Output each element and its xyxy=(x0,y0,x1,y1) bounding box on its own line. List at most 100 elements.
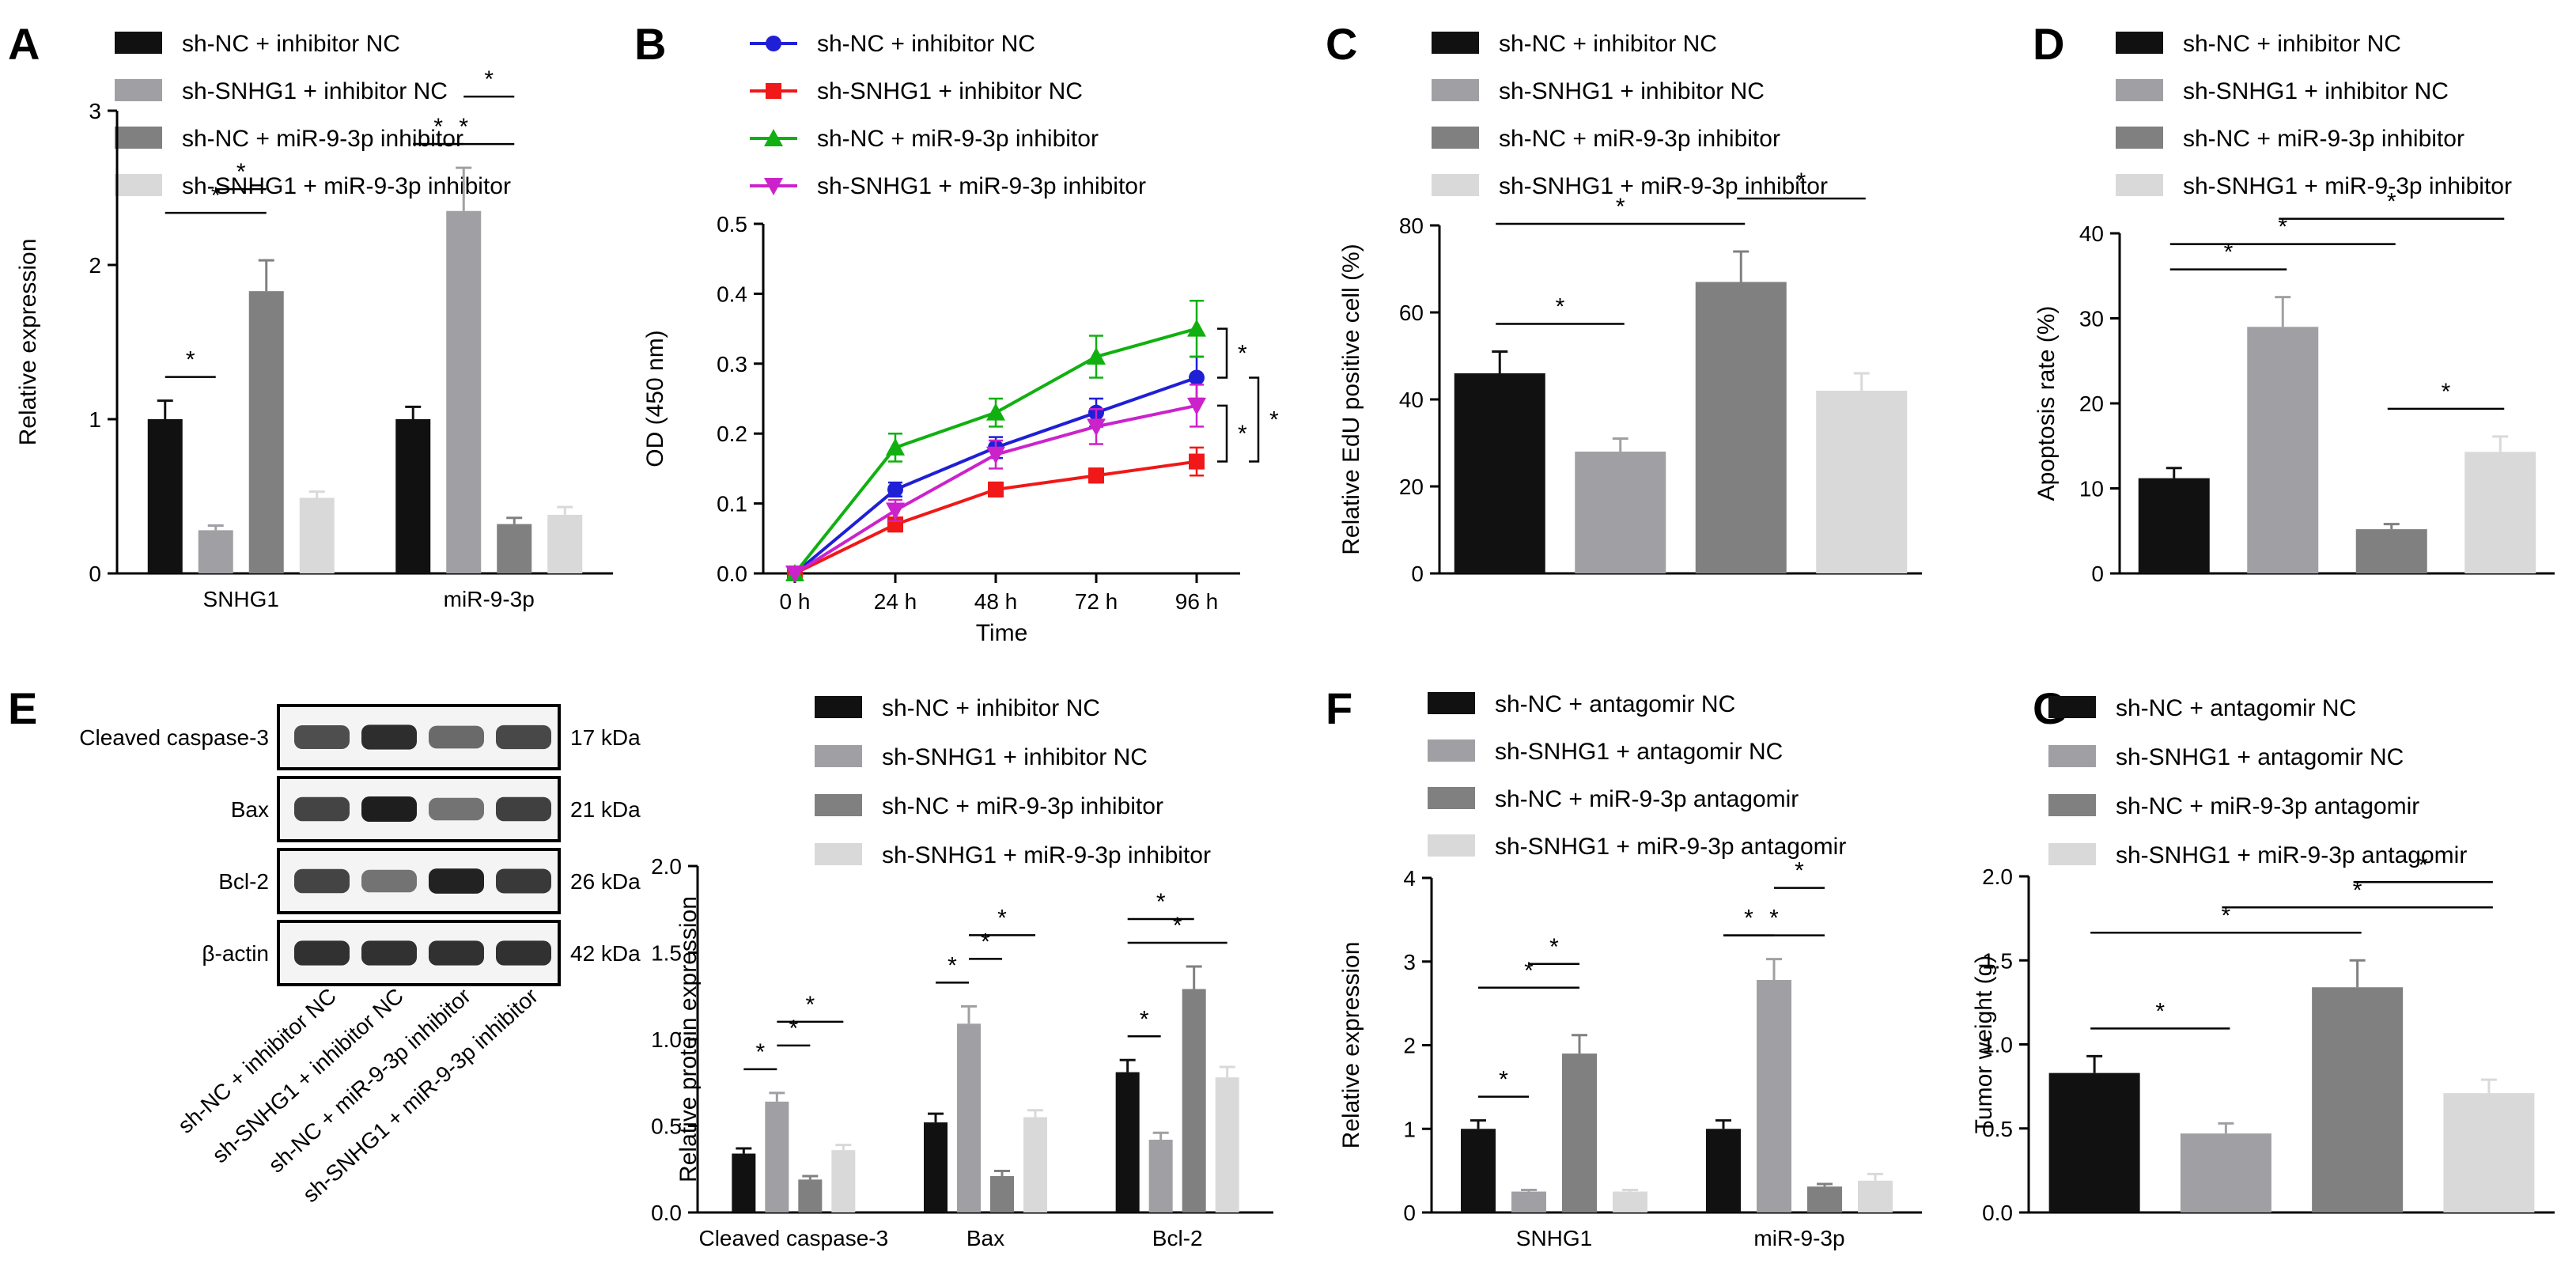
blot-band xyxy=(294,868,350,894)
blot-band xyxy=(294,796,350,822)
marker-square xyxy=(1189,453,1205,470)
legend-label: sh-NC + inhibitor NC xyxy=(2183,31,2401,57)
significance-star: * xyxy=(1795,858,1804,884)
y-axis-label: Relative expression xyxy=(1338,942,1364,1149)
significance-star: * xyxy=(981,929,990,955)
x-tick-label: 72 h xyxy=(1075,589,1118,614)
legend-swatch xyxy=(115,127,162,149)
bar xyxy=(990,1176,1014,1212)
legend-label: sh-SNHG1 + antagomir NC xyxy=(2116,744,2404,770)
significance-star: * xyxy=(1744,906,1753,932)
bar xyxy=(924,1122,948,1212)
bar xyxy=(957,1023,981,1212)
significance-star: * xyxy=(211,183,221,209)
marker-triangle-down xyxy=(785,566,804,583)
significance-star: * xyxy=(2222,902,2231,929)
y-tick-label: 0.5 xyxy=(717,212,747,236)
y-tick-label: 1.0 xyxy=(1982,1033,2013,1057)
y-tick-label: 1.5 xyxy=(651,941,682,966)
significance-star: * xyxy=(1238,341,1247,367)
significance-star: * xyxy=(2353,877,2362,903)
blot-band xyxy=(361,796,417,822)
y-tick-label: 0 xyxy=(1411,562,1424,586)
legend-label: sh-NC + inhibitor NC xyxy=(1499,31,1717,57)
x-tick-label: Bax xyxy=(966,1226,1004,1250)
bar xyxy=(198,530,233,573)
legend-label: sh-NC + miR-9-3p inhibitor xyxy=(2183,126,2464,152)
legend-swatch xyxy=(1428,740,1475,762)
significance-star: * xyxy=(1797,168,1806,195)
y-tick-label: 30 xyxy=(2079,307,2104,331)
legend-label: sh-SNHG1 + inhibitor NC xyxy=(182,78,448,104)
bar xyxy=(1461,1129,1496,1212)
bar xyxy=(765,1101,789,1212)
legend-label: sh-NC + antagomir NC xyxy=(1495,691,1735,717)
protein-label: Bax xyxy=(231,797,269,822)
blot-band xyxy=(429,725,484,749)
bar xyxy=(1023,1117,1047,1212)
legend-label: sh-NC + inhibitor NC xyxy=(882,695,1100,721)
x-tick-label: Bcl-2 xyxy=(1152,1226,1203,1250)
significance-star: * xyxy=(1156,889,1166,915)
y-tick-label: 20 xyxy=(1399,475,1424,499)
bar xyxy=(831,1150,856,1212)
y-tick-label: 1.5 xyxy=(1982,948,2013,973)
significance-bracket xyxy=(1217,404,1228,463)
blot-band xyxy=(429,940,484,966)
panel-label: A xyxy=(8,19,40,69)
legend-label: sh-NC + inhibitor NC xyxy=(817,31,1035,57)
y-axis-label: Relative protein expression xyxy=(675,896,702,1182)
y-tick-label: 60 xyxy=(1399,301,1424,325)
bar xyxy=(1115,1072,1140,1212)
legend-swatch xyxy=(2048,745,2096,767)
significance-star: * xyxy=(484,66,494,93)
bar xyxy=(1858,1180,1893,1212)
legend-swatch xyxy=(815,843,862,865)
y-tick-label: 20 xyxy=(2079,392,2104,416)
y-tick-label: 2.0 xyxy=(1982,864,2013,889)
marker-triangle-down xyxy=(1187,397,1206,415)
blot-band xyxy=(361,940,417,966)
panel-label: E xyxy=(8,683,37,733)
marker-triangle xyxy=(986,403,1005,421)
y-tick-label: 1 xyxy=(1403,1117,1416,1141)
blot-band xyxy=(361,869,417,893)
legend-swatch xyxy=(2048,843,2096,865)
legend-swatch xyxy=(2116,174,2163,196)
blot-band xyxy=(294,940,350,966)
bar xyxy=(1575,452,1666,573)
bar xyxy=(1816,391,1908,573)
kda-label: 21 kDa xyxy=(570,797,641,822)
marker-circle xyxy=(766,36,781,51)
legend-label: sh-SNHG1 + miR-9-3p antagomir xyxy=(1495,834,1846,860)
significance-star: * xyxy=(1524,958,1534,984)
protein-label: Bcl-2 xyxy=(218,869,269,894)
legend-label: sh-NC + miR-9-3p inhibitor xyxy=(182,126,463,152)
y-tick-label: 3 xyxy=(1403,950,1416,974)
y-tick-label: 2 xyxy=(1403,1034,1416,1058)
legend-swatch xyxy=(115,79,162,101)
y-tick-label: 10 xyxy=(2079,477,2104,501)
panel-label: C xyxy=(1326,19,1357,69)
marker-triangle-down xyxy=(1087,418,1106,437)
significance-star: * xyxy=(997,905,1007,931)
significance-star: * xyxy=(433,114,443,140)
y-tick-label: 0.0 xyxy=(717,562,747,586)
y-tick-label: 0 xyxy=(89,562,101,586)
significance-star: * xyxy=(1173,913,1182,939)
legend-label: sh-SNHG1 + miR-9-3p inhibitor xyxy=(817,173,1146,199)
protein-label: β-actin xyxy=(202,941,269,966)
blot-band xyxy=(429,797,484,821)
y-tick-label: 0.0 xyxy=(651,1201,682,1225)
y-tick-label: 0.5 xyxy=(651,1114,682,1139)
y-axis-label: OD (450 nm) xyxy=(642,330,668,467)
legend-label: sh-SNHG1 + miR-9-3p inhibitor xyxy=(182,173,511,199)
western-blot: E Cleaved caspase-3 17 kDa Bax 21 kDa Bcl-2 26… xyxy=(8,683,641,1207)
bar xyxy=(2180,1133,2271,1212)
kda-label: 42 kDa xyxy=(570,941,641,966)
legend-label: sh-SNHG1 + miR-9-3p inhibitor xyxy=(2183,173,2512,199)
legend-swatch xyxy=(2116,79,2163,101)
